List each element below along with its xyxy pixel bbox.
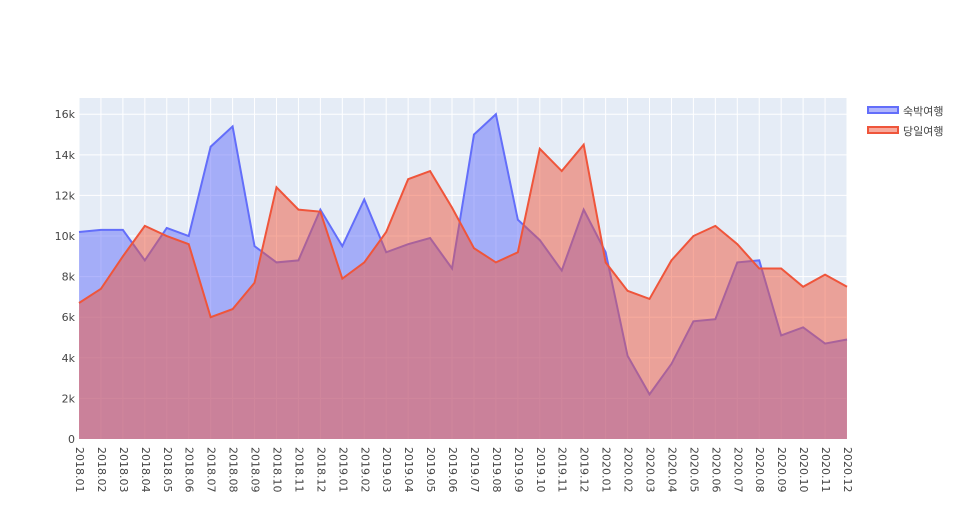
x-tick-label: 2019.06 [446,447,459,493]
x-tick-label: 2020.02 [622,447,635,493]
y-tick-label: 8k [62,271,76,284]
y-tick-label: 12k [55,189,76,202]
legend-label-daytrip: 당일여행 [903,124,943,138]
x-tick-label: 2019.11 [556,447,569,493]
x-tick-label: 2018.04 [139,447,152,493]
x-tick-label: 2019.05 [424,447,437,493]
x-tick-label: 2019.02 [358,447,371,493]
area-fill-series-1 [79,144,847,440]
x-tick-label: 2020.05 [687,447,700,493]
legend-item-1[interactable]: 당일여행 [867,124,943,138]
y-tick-label: 4k [62,352,76,365]
x-tick-label: 2018.07 [205,447,218,493]
x-tick-label: 2018.09 [249,447,262,493]
x-tick-label: 2018.05 [161,447,174,493]
x-tick-label: 2020.07 [731,447,744,493]
x-tick-label: 2018.03 [117,447,130,493]
x-tick-label: 2018.12 [314,447,327,493]
legend-item-0[interactable]: 숙박여행 [867,105,943,118]
x-tick-label: 2018.06 [183,447,196,493]
y-tick-label: 16k [55,108,76,121]
y-tick-label: 10k [55,230,76,243]
y-tick-label: 14k [55,149,76,162]
y-axis-ticks: 0 2k 4k 6k 8k 10k 12k 14k 16k [55,108,76,446]
x-tick-label: 2020.10 [797,447,810,493]
x-tick-label: 2019.08 [490,447,503,493]
x-tick-label: 2018.01 [73,447,86,493]
x-tick-label: 2019.07 [468,447,481,493]
x-tick-label: 2020.01 [600,447,613,493]
legend[interactable]: 숙박여행 당일여행 [867,105,943,138]
x-tick-label: 2019.12 [578,447,591,493]
y-tick-label: 6k [62,311,76,324]
x-tick-label: 2020.06 [709,447,722,493]
x-tick-label: 2018.02 [95,447,108,493]
x-tick-label: 2019.03 [380,447,393,493]
x-tick-label: 2018.11 [292,447,305,493]
area-series [78,112,848,440]
x-tick-label: 2019.09 [512,447,525,493]
x-tick-label: 2018.10 [270,447,283,493]
x-tick-label: 2019.10 [534,447,547,493]
x-tick-label: 2020.12 [841,447,854,493]
x-axis-ticks: 2018.01 2018.02 2018.03 2018.04 2018.05 2018.… [73,447,854,493]
y-tick-label: 0 [68,433,75,446]
legend-label-overnight: 숙박여행 [903,105,943,118]
x-tick-label: 2019.04 [402,447,415,493]
x-tick-label: 2018.08 [227,447,240,493]
x-tick-label: 2020.09 [775,447,788,493]
legend-swatch-daytrip [867,126,899,134]
x-tick-label: 2020.08 [753,447,766,493]
x-tick-label: 2020.11 [819,447,832,493]
x-tick-label: 2020.03 [644,447,657,493]
y-tick-label: 2k [62,392,76,405]
x-tick-label: 2019.01 [336,447,349,493]
legend-swatch-overnight [867,106,899,114]
x-tick-label: 2020.04 [665,447,678,493]
area-line-series-1[interactable] [78,142,848,319]
